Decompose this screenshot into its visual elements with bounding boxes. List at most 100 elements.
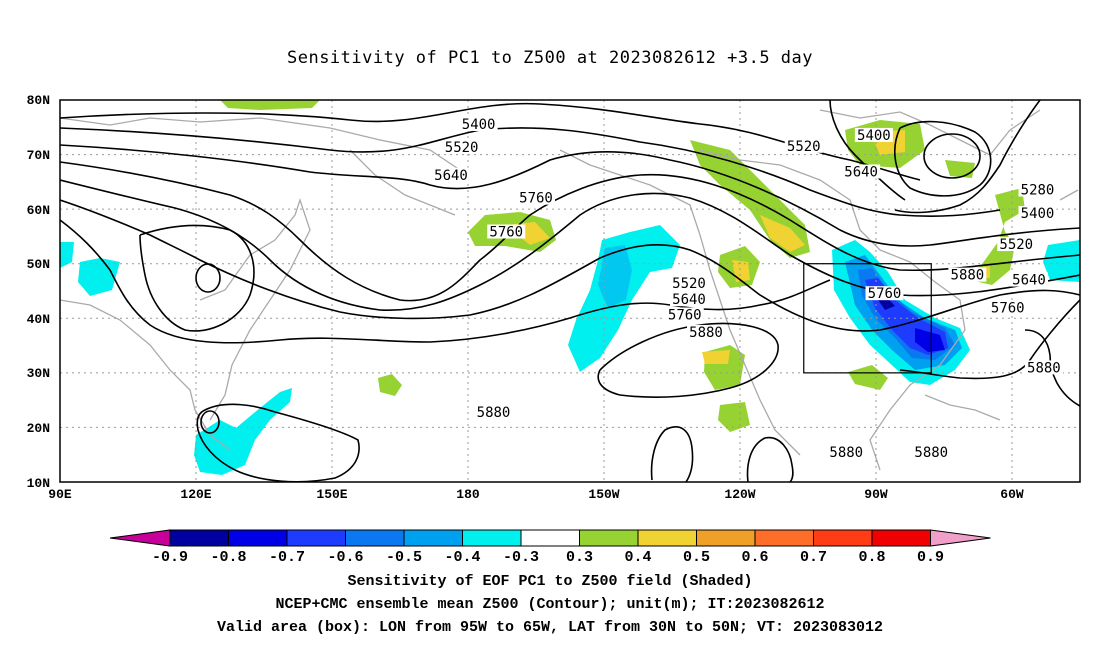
colorbar-segment bbox=[345, 529, 405, 547]
contour-label-bg bbox=[670, 292, 708, 307]
colorbar-label: -0.9 bbox=[152, 549, 188, 566]
contour-label-bg bbox=[687, 324, 725, 339]
lat-label: 80N bbox=[27, 93, 50, 108]
contour-label: 5400 bbox=[462, 117, 496, 133]
lon-label: 150W bbox=[588, 487, 619, 502]
contour-label-bg bbox=[432, 167, 470, 182]
colorbar-segment bbox=[754, 529, 814, 547]
colorbar-low-triangle bbox=[109, 529, 171, 547]
contour-label-bg bbox=[459, 117, 498, 132]
shade-positive bbox=[702, 350, 730, 364]
caption-line-2: NCEP+CMC ensemble mean Z500 (Contour); u… bbox=[275, 596, 825, 613]
contour-label: 5640 bbox=[672, 292, 706, 308]
contour-label-bg bbox=[1018, 205, 1057, 220]
map-frame bbox=[59, 99, 1081, 483]
lon-label: 150E bbox=[316, 487, 347, 502]
contour-label: 5760 bbox=[489, 225, 523, 241]
contour-label: 5520 bbox=[999, 237, 1033, 253]
contour-label-bg bbox=[997, 237, 1036, 252]
contour-label: 5880 bbox=[914, 445, 948, 461]
lon-label: 90W bbox=[864, 487, 888, 502]
contour-label-bg bbox=[487, 224, 526, 239]
shade-positive bbox=[718, 402, 750, 432]
lon-label: 90E bbox=[48, 487, 72, 502]
shade-positive bbox=[220, 100, 320, 110]
shade-negative bbox=[915, 328, 945, 352]
colorbar-segment bbox=[813, 529, 873, 547]
contour-label-bg bbox=[784, 138, 823, 153]
sensitivity-shading bbox=[60, 100, 1080, 475]
lon-label: 120W bbox=[724, 487, 755, 502]
contour-label-bg bbox=[1010, 272, 1048, 287]
lat-label: 70N bbox=[27, 148, 50, 163]
colorbar-segment bbox=[637, 529, 697, 547]
contour-label: 5880 bbox=[477, 405, 511, 421]
contour-label-bg bbox=[854, 127, 893, 142]
contour-label-bg bbox=[442, 139, 481, 154]
colorbar-segment bbox=[462, 529, 522, 547]
colorbar-segment bbox=[286, 529, 346, 547]
colorbar-segment bbox=[169, 529, 229, 547]
contour-label: 5760 bbox=[668, 307, 702, 323]
contour-label-bg bbox=[948, 267, 987, 282]
contour-label: 5520 bbox=[445, 140, 479, 156]
contour-label-bg bbox=[865, 286, 904, 301]
lat-label: 60N bbox=[27, 203, 50, 218]
contour-label: 5760 bbox=[868, 286, 902, 302]
contour-label: 5640 bbox=[1012, 273, 1046, 289]
colorbar-label: 0.9 bbox=[917, 549, 944, 566]
contour-label: 5880 bbox=[689, 325, 723, 341]
colorbar-segment bbox=[228, 529, 288, 547]
contour-label-bg bbox=[517, 190, 555, 205]
colorbar-high-triangle bbox=[930, 529, 991, 547]
contour-label: 5760 bbox=[991, 300, 1025, 316]
colorbar-label: 0.7 bbox=[800, 549, 827, 566]
shade-positive bbox=[378, 374, 402, 396]
colorbar-label: 0.3 bbox=[566, 549, 593, 566]
contour-label-bg bbox=[842, 164, 881, 179]
colorbar-label: 0.8 bbox=[858, 549, 885, 566]
contour-label-bg bbox=[827, 444, 866, 459]
contour-label: 5640 bbox=[434, 168, 468, 184]
contour-label: 5280 bbox=[1021, 182, 1055, 198]
contour-label: 5400 bbox=[1021, 206, 1055, 222]
contour-label: 5520 bbox=[672, 276, 706, 292]
caption-line-1: Sensitivity of EOF PC1 to Z500 field (Sh… bbox=[347, 573, 753, 590]
shade-positive bbox=[945, 160, 975, 178]
colorbar-segment bbox=[520, 529, 580, 547]
valid-area-box bbox=[803, 263, 932, 374]
lon-label: 60W bbox=[1000, 487, 1024, 502]
lon-label: 180 bbox=[456, 487, 480, 502]
contour-label-bg bbox=[670, 275, 708, 290]
contour-label: 5880 bbox=[951, 268, 985, 284]
shade-negative bbox=[1043, 240, 1080, 282]
lat-label: 10N bbox=[27, 476, 50, 491]
colorbar-segment bbox=[579, 529, 639, 547]
contour-label: 5400 bbox=[857, 128, 891, 144]
z500-contours bbox=[60, 100, 1080, 482]
colorbar-label: -0.3 bbox=[503, 549, 539, 566]
contour-label: 5880 bbox=[829, 445, 863, 461]
contour-label: 5520 bbox=[787, 139, 821, 155]
colorbar-label: -0.7 bbox=[269, 549, 305, 566]
colorbar-label: -0.8 bbox=[210, 549, 246, 566]
contour-label-bg bbox=[665, 307, 704, 322]
map-title: Sensitivity of PC1 to Z500 at 2023082612… bbox=[286, 48, 813, 68]
colorbar-label: 0.5 bbox=[683, 549, 710, 566]
lat-label: 50N bbox=[27, 257, 50, 272]
contour-label-bg bbox=[1024, 360, 1063, 375]
lat-label: 40N bbox=[27, 312, 50, 327]
shade-positive bbox=[970, 188, 1025, 285]
contour-label: 5640 bbox=[844, 164, 878, 180]
shade-negative bbox=[60, 242, 74, 268]
colorbar-segment bbox=[696, 529, 756, 547]
colorbar-label: 0.4 bbox=[624, 549, 651, 566]
colorbar-label: -0.4 bbox=[444, 549, 480, 566]
contour-label: 5880 bbox=[1027, 360, 1061, 376]
shade-negative bbox=[598, 245, 632, 308]
contour-label: 5760 bbox=[519, 191, 553, 207]
caption-line-3: Valid area (box): LON from 95W to 65W, L… bbox=[216, 619, 884, 636]
contour-label-bg bbox=[988, 300, 1027, 315]
contour-label-bg bbox=[912, 444, 951, 459]
shade-negative bbox=[78, 258, 120, 296]
